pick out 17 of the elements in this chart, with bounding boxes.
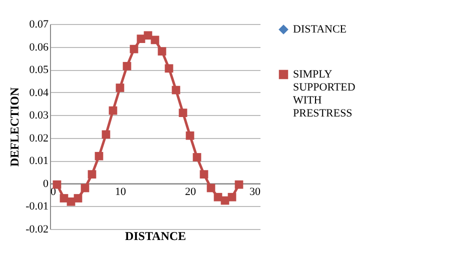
y-tick-label: 0.06	[29, 41, 49, 54]
y-axis-title: DEFLECTION	[8, 87, 22, 167]
y-tick-label: 0.03	[29, 110, 49, 122]
x-tick-label: 20	[185, 186, 196, 198]
y-tick-label: 0	[43, 178, 49, 190]
y-tick-label: 0.05	[29, 64, 49, 76]
x-tick-label: 10	[115, 186, 126, 198]
x-tick-label: 30	[250, 186, 261, 198]
y-tick-label: 0.04	[29, 86, 49, 99]
y-tick-label: -0.01	[26, 200, 48, 213]
y-tick-label: 0.01	[29, 155, 48, 168]
legend-label: DISTANCE	[293, 24, 347, 36]
legend-label: SIMPLY SUPPORTED WITH PRESTRESS	[293, 68, 356, 120]
x-axis-title: DISTANCE	[124, 228, 186, 243]
y-tick-label: -0.02	[26, 224, 48, 236]
y-tick-label: 0.07	[29, 18, 49, 30]
y-tick-label: 0.02	[29, 132, 48, 144]
